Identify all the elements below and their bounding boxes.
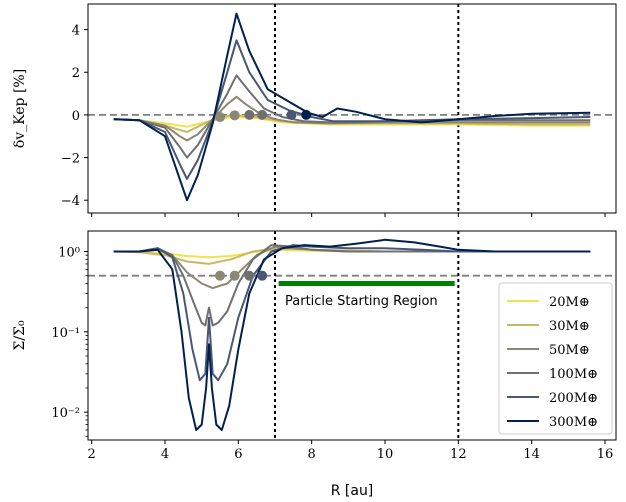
legend-label: 200M⊕ [549, 391, 598, 406]
y-tick-label: −4 [61, 194, 80, 209]
series-group [113, 238, 591, 431]
x-tick-label: 10 [377, 447, 394, 462]
legend-label: 30M⊕ [549, 319, 590, 334]
legend-label: 20M⊕ [549, 295, 590, 310]
y-tick-label: 2 [72, 66, 80, 81]
series-line-5 [113, 238, 591, 431]
marker-2 [244, 109, 255, 120]
y-tick-label: 4 [72, 24, 80, 39]
particle-region-label: Particle Starting Region [285, 294, 438, 309]
marker-3 [257, 109, 268, 120]
y-axis-label: δv_Kep [%] [12, 69, 28, 148]
y-tick-label: 10⁻² [51, 406, 80, 421]
x-tick-label: 8 [308, 447, 316, 462]
y-tick-label: 10⁻¹ [51, 326, 80, 341]
series-line-4 [113, 244, 591, 382]
y-tick-label: −2 [61, 152, 80, 167]
y-tick-label: 10⁰ [58, 246, 80, 261]
marker-1 [229, 270, 240, 281]
marker-2 [244, 270, 255, 281]
legend-label: 100M⊕ [549, 367, 598, 382]
y-axis-label: Σ/Σ₀ [12, 320, 28, 351]
series-line-0 [113, 116, 591, 128]
series-line-5 [113, 12, 591, 202]
marker-4 [286, 109, 297, 120]
x-tick-label: 4 [161, 447, 169, 462]
x-tick-label: 2 [88, 447, 96, 462]
panel-bottom: Particle Starting Region 2 4 6 8 10 12 14 16 10⁰ 1… [12, 230, 617, 499]
y-tick-label: 0 [72, 109, 80, 124]
x-tick-label: 14 [523, 447, 540, 462]
marker-0 [215, 270, 225, 281]
x-tick-label: 6 [234, 447, 242, 462]
marker-3 [257, 270, 268, 281]
legend-label: 300M⊕ [549, 415, 598, 430]
marker-0 [215, 112, 225, 123]
series-line-3 [113, 74, 591, 159]
series-line-2 [113, 95, 591, 142]
marker-1 [229, 110, 240, 121]
plot-frame [87, 3, 617, 214]
marker-5 [301, 109, 312, 120]
legend-label: 50M⊕ [549, 343, 590, 358]
legend: 20M⊕ 30M⊕ 50M⊕ 100M⊕ 200M⊕ 300M⊕ [498, 282, 613, 435]
x-axis-label: R [au] [331, 483, 374, 499]
series-line-4 [113, 39, 591, 180]
series-line-3 [113, 244, 591, 327]
panel-top: 4 2 0 −2 −4 δv_Kep [%] [12, 3, 617, 217]
series-group [113, 12, 591, 202]
x-tick-label: 12 [450, 447, 467, 462]
x-tick-label: 16 [597, 447, 614, 462]
